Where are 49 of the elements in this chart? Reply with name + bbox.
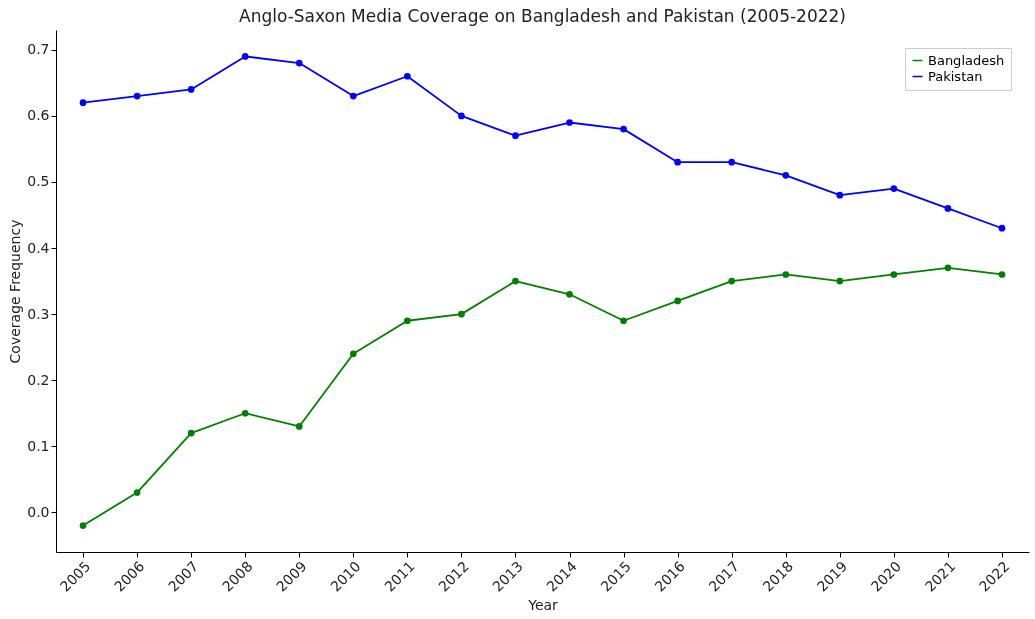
y-tick-label: 0.5: [27, 173, 50, 190]
point: [890, 185, 898, 192]
point: [458, 310, 465, 318]
point: [620, 317, 627, 325]
point: [566, 290, 573, 298]
point: [944, 205, 952, 212]
point: [79, 522, 87, 529]
y-tick-label: 0.7: [27, 41, 50, 58]
point: [620, 125, 627, 133]
point: [187, 429, 195, 437]
point: [674, 158, 681, 166]
point: [782, 172, 790, 179]
point: [728, 158, 736, 166]
point: [998, 271, 1006, 278]
point: [349, 92, 357, 100]
point: [890, 271, 898, 278]
point: [836, 191, 844, 199]
y-tick-label: 0.0: [27, 503, 50, 520]
point: [404, 72, 411, 80]
x-axis-title: Year: [527, 596, 559, 613]
point: [79, 99, 87, 107]
y-tick-label: 0.3: [27, 305, 50, 322]
point: [133, 489, 141, 496]
point: [241, 409, 249, 417]
point: [187, 86, 195, 93]
point: [836, 277, 844, 285]
point: [674, 297, 681, 305]
point: [295, 59, 303, 67]
point: [998, 224, 1006, 232]
y-tick-label: 0.6: [27, 107, 50, 124]
point: [133, 92, 141, 100]
y-tick-label: 0.4: [27, 239, 50, 256]
legend-label: Bangladesh: [928, 52, 1005, 68]
point: [458, 112, 465, 120]
point: [512, 132, 519, 140]
legend-label: Pakistan: [928, 68, 983, 84]
y-tick-label: 0.1: [27, 437, 50, 454]
point: [728, 277, 736, 285]
y-tick-label: 0.2: [27, 371, 50, 388]
point: [512, 277, 519, 285]
point: [241, 53, 249, 60]
point: [782, 271, 790, 278]
chart-title: Anglo-Saxon Media Coverage on Bangladesh and Pakistan (2005-2022): [239, 6, 846, 26]
point: [566, 119, 573, 126]
point: [944, 264, 952, 272]
point: [404, 317, 411, 325]
point: [295, 423, 303, 430]
y-axis-title: Coverage Frequency: [7, 219, 24, 364]
point: [349, 350, 357, 358]
